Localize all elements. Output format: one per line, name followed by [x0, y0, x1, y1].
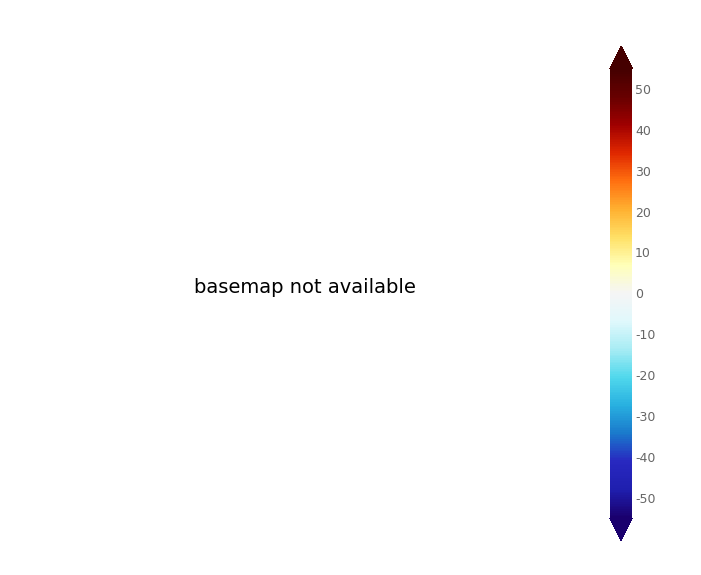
PathPatch shape — [610, 518, 632, 540]
Text: basemap not available: basemap not available — [194, 278, 416, 297]
PathPatch shape — [610, 46, 632, 68]
